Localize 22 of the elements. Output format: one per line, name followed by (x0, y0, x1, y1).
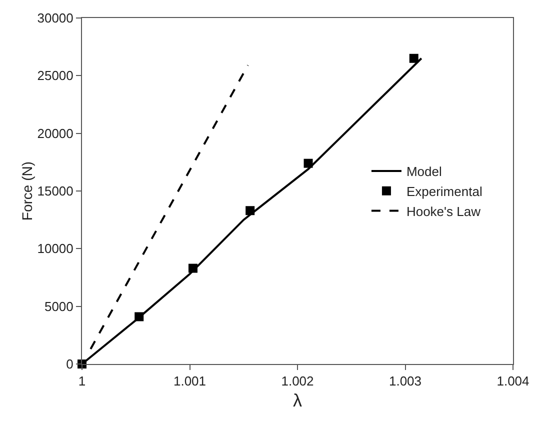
y-tick-label: 25000 (37, 68, 74, 84)
y-tick-label: 5000 (44, 298, 74, 314)
x-tick-label: 1.001 (173, 374, 206, 389)
x-tick-label: 1 (78, 374, 86, 389)
x-tick-label: 1.003 (388, 374, 422, 389)
point (246, 206, 255, 216)
y-tick-label: 30000 (37, 10, 74, 26)
y-tick-label: 10000 (37, 241, 74, 256)
point (188, 264, 198, 273)
y-tick-label: 0 (66, 356, 74, 372)
x-axis-title: λ (293, 390, 302, 411)
point (134, 312, 144, 322)
y-tick-label: 20000 (37, 126, 74, 141)
x-tick-label: 1.002 (281, 374, 314, 389)
y-axis-title: Force (N) (19, 161, 36, 221)
legend-label: Model (406, 164, 442, 180)
y-tick-label: 15000 (37, 184, 74, 199)
legend-label: Experimental (406, 184, 482, 199)
legend-label: Hooke's Law (406, 204, 482, 219)
point (409, 54, 418, 63)
x-tick-label: 1.004 (496, 374, 530, 389)
point (304, 158, 313, 168)
